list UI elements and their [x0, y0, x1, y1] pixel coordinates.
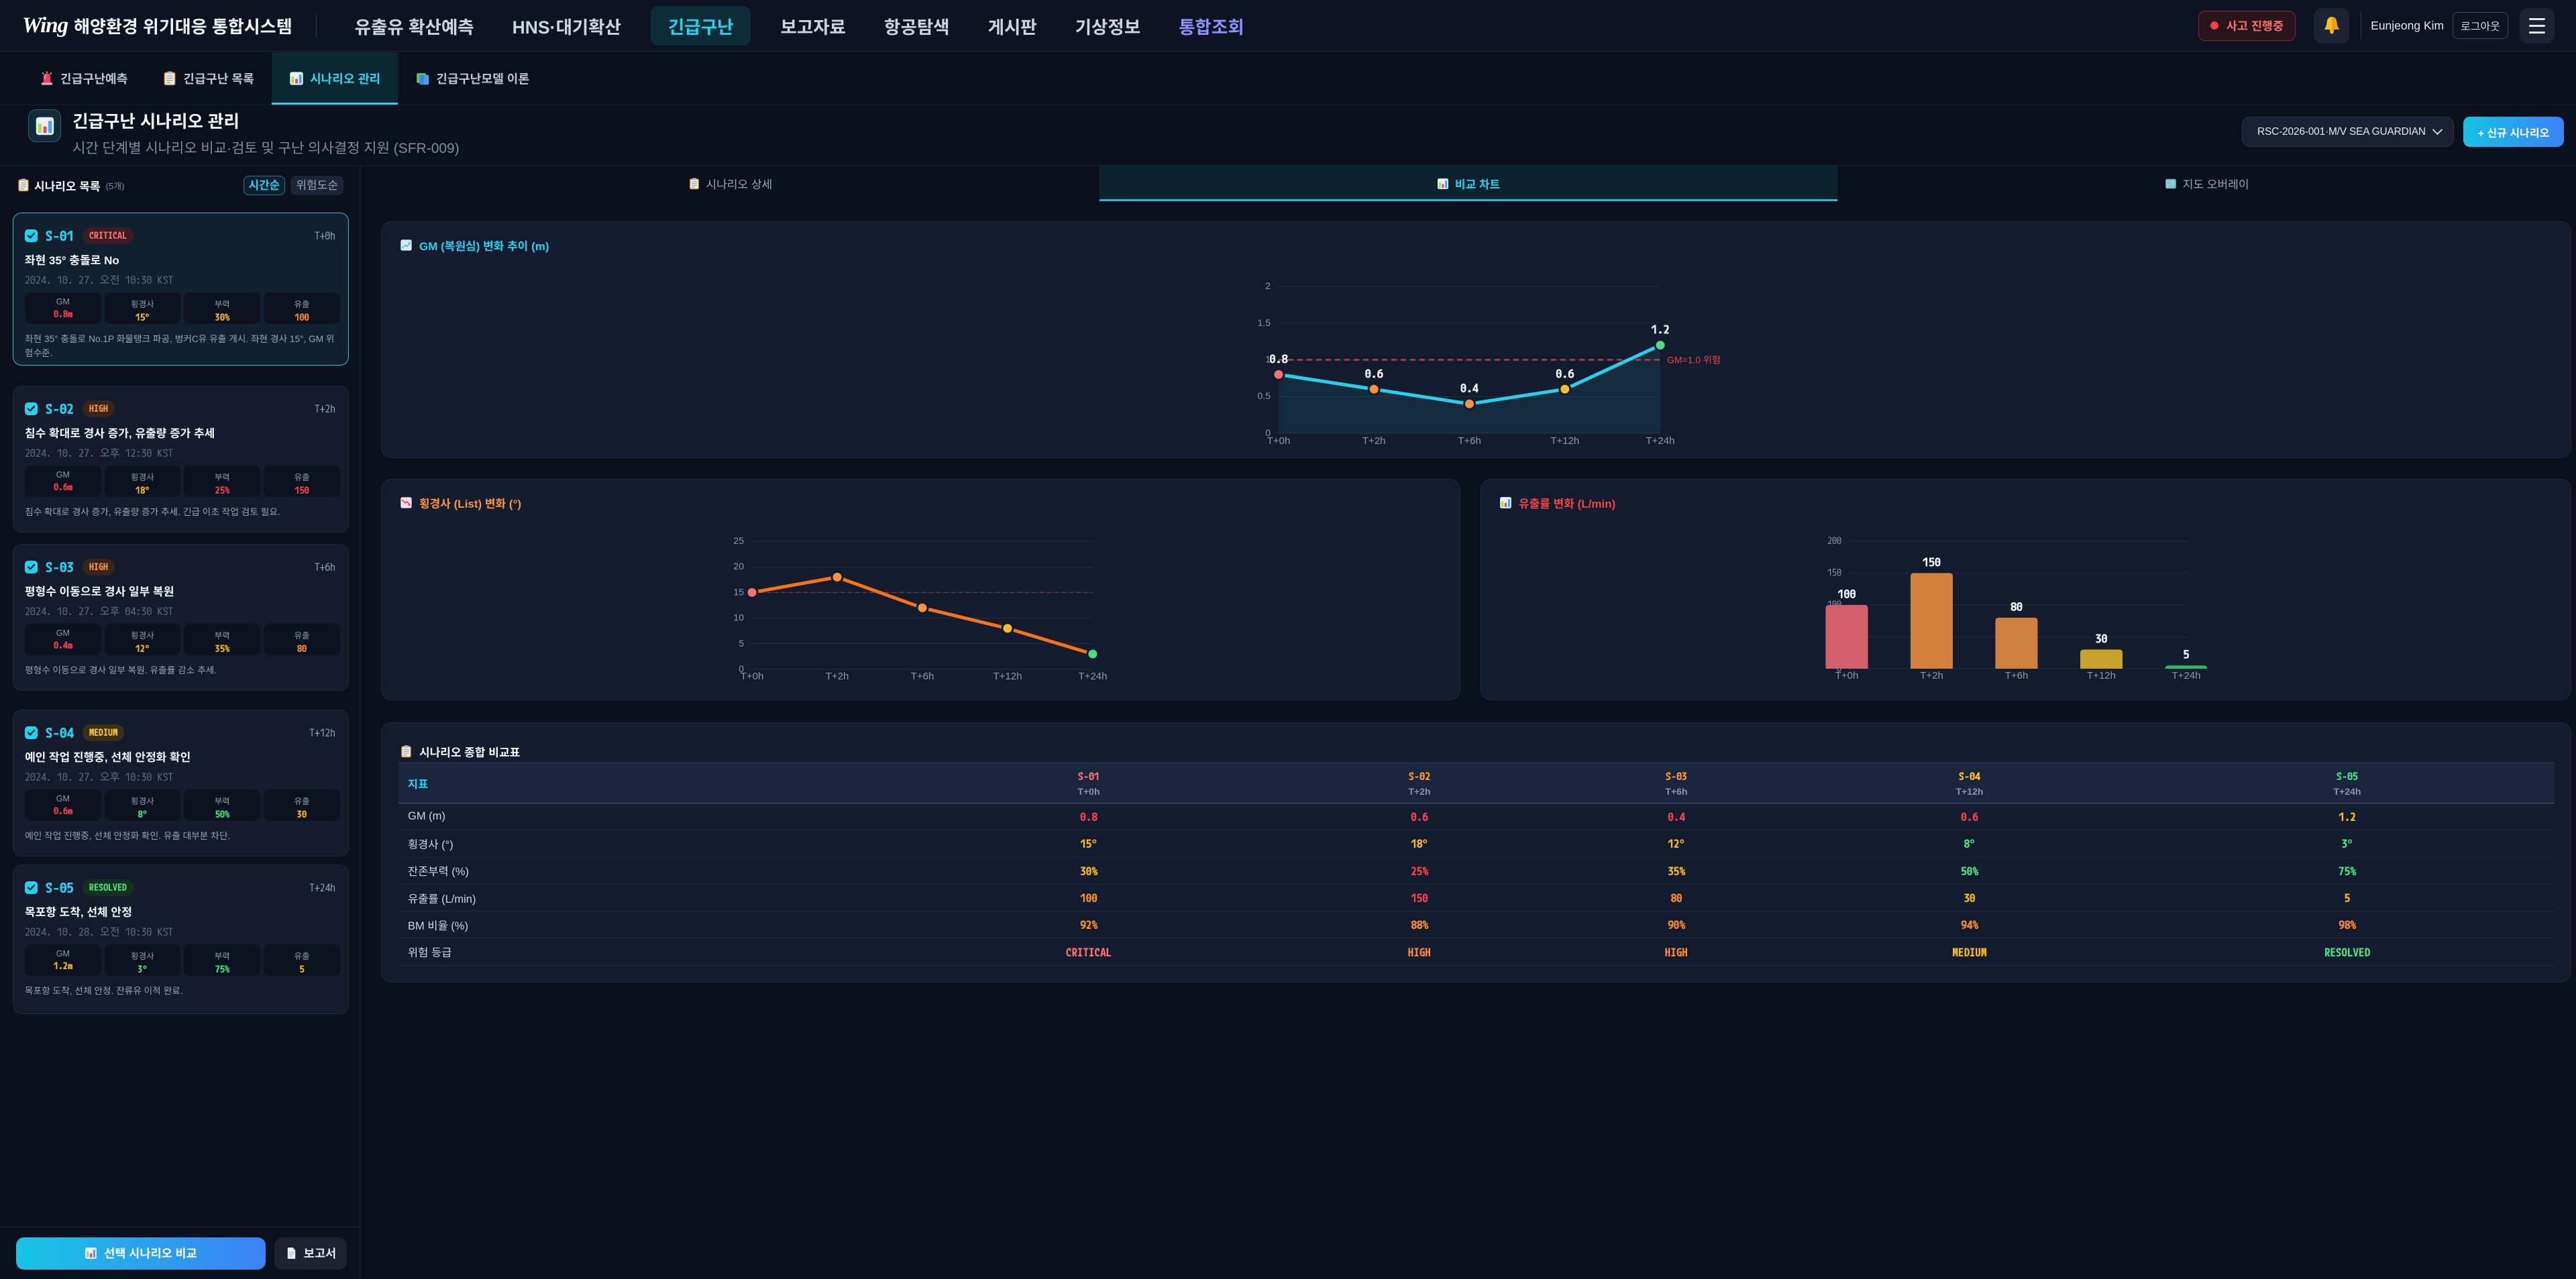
- svg-text:T+24h: T+24h: [2172, 670, 2201, 681]
- svg-text:T+0h: T+0h: [1267, 435, 1291, 447]
- svg-text:5: 5: [739, 638, 744, 649]
- svg-text:0.6: 0.6: [1556, 366, 1574, 381]
- svg-text:15: 15: [733, 586, 744, 597]
- svg-text:20: 20: [733, 561, 744, 571]
- svg-text:2: 2: [1265, 280, 1271, 291]
- svg-text:T+2h: T+2h: [826, 671, 849, 682]
- svg-text:T+0h: T+0h: [1835, 670, 1859, 681]
- svg-text:T+0h: T+0h: [741, 671, 764, 682]
- svg-text:5: 5: [2184, 647, 2190, 662]
- svg-text:T+12h: T+12h: [1550, 435, 1579, 447]
- svg-text:150: 150: [1923, 555, 1941, 570]
- svg-text:10: 10: [733, 612, 744, 623]
- svg-text:1: 1: [1265, 354, 1271, 365]
- svg-text:100: 100: [1838, 587, 1857, 602]
- svg-text:T+12h: T+12h: [2087, 670, 2116, 681]
- svg-text:0: 0: [1265, 427, 1271, 438]
- svg-text:30: 30: [2096, 632, 2108, 647]
- svg-text:T+2h: T+2h: [1920, 670, 1943, 681]
- svg-text:T+6h: T+6h: [2005, 670, 2029, 681]
- svg-text:1.5: 1.5: [1258, 317, 1271, 328]
- svg-text:0.4: 0.4: [1460, 381, 1479, 396]
- svg-text:200: 200: [1827, 535, 1841, 547]
- svg-text:T+12h: T+12h: [994, 671, 1022, 682]
- svg-text:0: 0: [739, 663, 744, 674]
- svg-text:25: 25: [733, 535, 744, 546]
- svg-text:T+24h: T+24h: [1079, 671, 1108, 682]
- svg-text:0.5: 0.5: [1258, 390, 1271, 401]
- svg-text:80: 80: [2010, 600, 2023, 614]
- svg-text:150: 150: [1827, 567, 1841, 579]
- svg-text:T+6h: T+6h: [1458, 435, 1481, 447]
- svg-text:1.2: 1.2: [1652, 323, 1670, 337]
- svg-text:T+24h: T+24h: [1646, 435, 1675, 447]
- svg-text:T+6h: T+6h: [911, 671, 934, 682]
- svg-text:GM=1.0 위험: GM=1.0 위험: [1667, 355, 1721, 366]
- svg-text:0.6: 0.6: [1365, 366, 1384, 381]
- svg-text:0.8: 0.8: [1270, 351, 1289, 366]
- svg-text:T+2h: T+2h: [1362, 435, 1386, 447]
